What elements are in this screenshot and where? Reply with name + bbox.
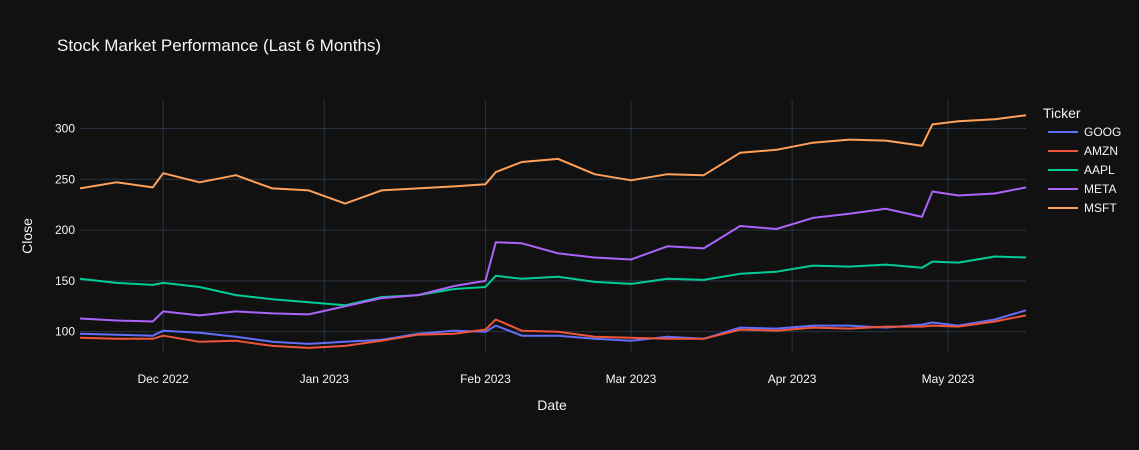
y-tick-label: 150 [55,274,75,288]
chart-title: Stock Market Performance (Last 6 Months) [57,36,381,55]
series-line-amzn [79,314,1027,349]
legend-label-goog: GOOG [1084,125,1121,139]
x-tick-label: Dec 2022 [137,372,189,386]
x-axis-ticks: Dec 2022 Jan 2023 Feb 2023 Mar 2023 Apr 2023… [137,372,974,386]
legend-label-amzn: AMZN [1084,144,1118,158]
series-line-msft [79,114,1027,205]
x-tick-label: May 2023 [922,372,975,386]
x-tick-label: Mar 2023 [606,372,657,386]
y-axis-title: Close [19,218,35,254]
series-line-aapl [79,255,1027,307]
x-axis-title: Date [537,397,567,413]
legend-label-aapl: AAPL [1084,163,1115,177]
legend-title: Ticker [1043,105,1081,121]
legend-label-meta: META [1084,182,1116,196]
legend-label-msft: MSFT [1084,201,1117,215]
x-tick-label: Jan 2023 [300,372,350,386]
x-tick-label: Feb 2023 [460,372,511,386]
series-line-meta [79,186,1027,323]
gridlines [80,100,1026,352]
series-lines [79,114,1027,349]
x-tick-label: Apr 2023 [768,372,817,386]
y-tick-label: 300 [55,121,75,135]
y-axis-ticks: 100 150 200 250 300 [55,121,75,338]
y-tick-label: 100 [55,325,75,339]
y-tick-label: 250 [55,172,75,186]
legend: Ticker GOOG AMZN AAPL META MSFT [1043,105,1121,215]
y-tick-label: 200 [55,223,75,237]
